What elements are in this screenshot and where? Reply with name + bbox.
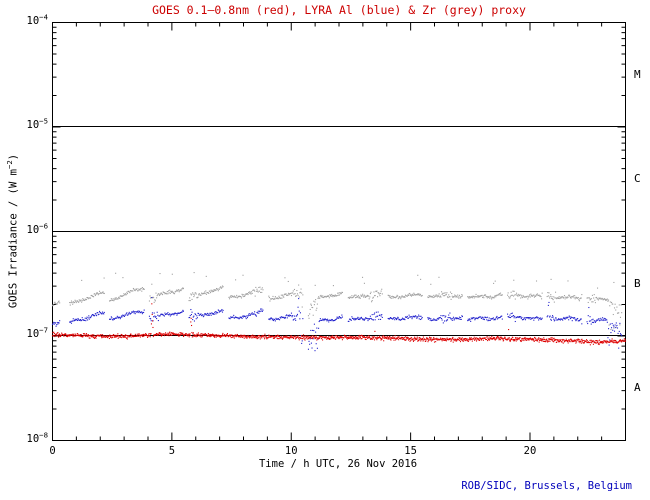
flare-class-label: C — [634, 172, 641, 186]
flare-class-label: A — [634, 381, 641, 395]
x-tick-label: 15 — [404, 445, 417, 457]
x-tick-label: 20 — [523, 445, 537, 457]
y-axis-label: GOES Irradiance / (W m−2) — [5, 153, 20, 309]
x-axis-label: Time / h UTC, 26 Nov 2016 — [258, 458, 418, 470]
chart-title: GOES 0.1–0.8nm (red), LYRA Al (blue) & Z… — [152, 3, 526, 17]
x-tick-label: 5 — [168, 445, 176, 457]
y-tick-label: 10−4 — [26, 12, 49, 27]
y-tick-label: 10−8 — [26, 430, 49, 445]
x-tick-label: 0 — [49, 445, 56, 457]
x-tick-label: 10 — [284, 445, 298, 457]
y-tick-label: 10−5 — [26, 116, 49, 131]
y-tick-label: 10−6 — [26, 221, 49, 236]
flare-class-label: M — [634, 67, 641, 81]
y-tick-label: 10−7 — [26, 325, 49, 340]
credit-footer: ROB/SIDC, Brussels, Belgium — [461, 480, 632, 492]
flare-class-label: B — [634, 276, 641, 290]
